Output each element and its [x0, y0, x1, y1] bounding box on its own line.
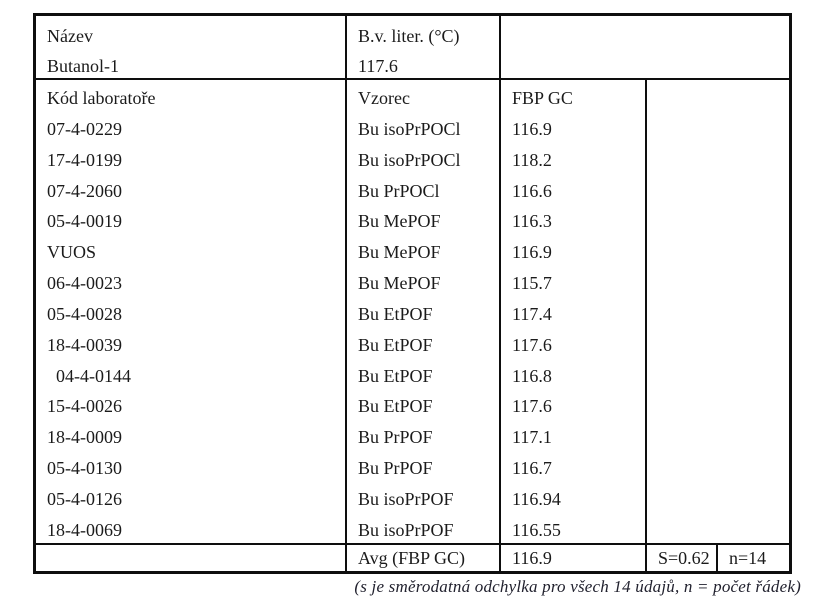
fbp-gc-value: 117.6 [512, 334, 552, 355]
fbp-gc-value: 117.6 [512, 396, 552, 417]
bv-liter-cell: B.v. liter. (°C) 117.6 [347, 16, 501, 78]
avg-value-cell: 116.9 [501, 545, 647, 571]
fbp-gc-value: 116.7 [512, 458, 552, 479]
bv-value: 117.6 [358, 56, 398, 76]
formula-value: Bu PrPOCl [358, 180, 440, 201]
fbp-gc-header: FBP GC [512, 88, 573, 108]
fbp-gc-value: 116.94 [512, 488, 561, 509]
lab-code-value: 18-4-0069 [47, 519, 122, 540]
formula-value: Bu PrPOF [358, 427, 433, 448]
fbp-gc-value: 117.1 [512, 427, 552, 448]
formula-value: Bu MePOF [358, 211, 441, 232]
summary-row: Avg (FBP GC) 116.9 S=0.62 n=14 [36, 545, 789, 571]
count-cell: n=14 [729, 548, 767, 568]
formula-column: Vzorec Bu isoPrPOCl Bu isoPrPOCl Bu PrPO… [347, 80, 501, 543]
fbp-gc-value: 117.4 [512, 303, 552, 324]
fbp-gc-value: 118.2 [512, 149, 552, 170]
table-top-section: Název Butanol-1 B.v. liter. (°C) 117.6 [36, 16, 789, 80]
formula-value: Bu EtPOF [358, 334, 433, 355]
lab-code-value: 06-4-0023 [47, 273, 122, 294]
lab-code-value: 05-4-0130 [47, 458, 122, 479]
fbp-gc-value: 116.8 [512, 365, 552, 386]
name-label: Název [47, 26, 93, 46]
lab-code-header: Kód laboratoře [47, 88, 156, 108]
formula-value: Bu PrPOF [358, 458, 433, 479]
formula-header: Vzorec [358, 88, 410, 108]
name-value: Butanol-1 [47, 56, 119, 76]
fbp-gc-value: 116.9 [512, 118, 552, 139]
results-table: Název Butanol-1 B.v. liter. (°C) 117.6 K… [33, 13, 792, 574]
fbp-gc-value: 116.55 [512, 519, 561, 540]
formula-value: Bu isoPrPOF [358, 488, 454, 509]
top-empty-cell [501, 16, 789, 78]
lab-code-value: 05-4-0126 [47, 488, 122, 509]
lab-code-value: 07-4-0229 [47, 118, 122, 139]
substance-cell: Název Butanol-1 [36, 16, 347, 78]
stddev-cell: S=0.62 [647, 545, 718, 571]
lab-code-value: 05-4-0019 [47, 211, 122, 232]
bv-label: B.v. liter. (°C) [358, 26, 460, 46]
lab-code-value: 05-4-0028 [47, 303, 122, 324]
main-empty-column [647, 80, 789, 543]
lab-code-value: 04-4-0144 [56, 365, 131, 386]
formula-value: Bu EtPOF [358, 396, 433, 417]
fbp-gc-value: 116.3 [512, 211, 552, 232]
formula-value: Bu isoPrPOCl [358, 149, 461, 170]
avg-label-cell: Avg (FBP GC) [347, 545, 501, 571]
fbp-gc-value: 115.7 [512, 273, 552, 294]
lab-code-value: 18-4-0039 [47, 334, 122, 355]
lab-code-value: 07-4-2060 [47, 180, 122, 201]
fbp-gc-value: 116.9 [512, 242, 552, 263]
lab-code-value: 18-4-0009 [47, 427, 122, 448]
lab-code-value: 15-4-0026 [47, 396, 122, 417]
lab-code-value: VUOS [47, 242, 97, 263]
summary-empty-cell [36, 545, 347, 571]
lab-code-value: 17-4-0199 [47, 149, 122, 170]
formula-value: Bu MePOF [358, 273, 441, 294]
formula-value: Bu isoPrPOCl [358, 118, 461, 139]
footnote: (s je směrodatná odchylka pro všech 14 ú… [354, 577, 801, 596]
formula-value: Bu MePOF [358, 242, 441, 263]
formula-value: Bu isoPrPOF [358, 519, 454, 540]
fbp-gc-column: FBP GC 116.9 118.2 116.6 116.3 116.9 115… [501, 80, 647, 543]
lab-code-column: Kód laboratoře 07-4-0229 17-4-0199 07-4-… [36, 80, 347, 543]
fbp-gc-value: 116.6 [512, 180, 552, 201]
formula-value: Bu EtPOF [358, 365, 433, 386]
table-main-section: Kód laboratoře 07-4-0229 17-4-0199 07-4-… [36, 80, 789, 545]
formula-value: Bu EtPOF [358, 303, 433, 324]
